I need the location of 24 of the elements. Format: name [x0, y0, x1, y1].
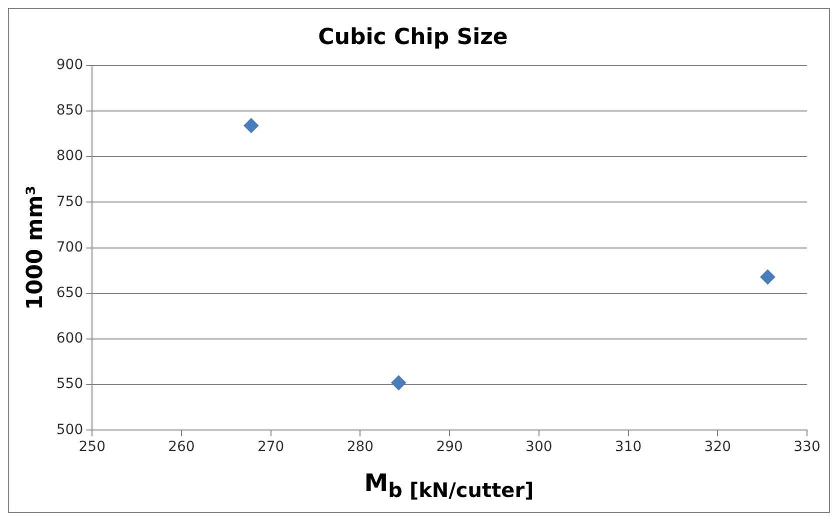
y-tick-label: 800	[56, 148, 84, 164]
x-tick-label: 300	[526, 439, 552, 456]
point	[244, 118, 259, 134]
x-tick-label: 250	[78, 439, 106, 456]
x-tick-label: 310	[614, 439, 642, 456]
y-tick-label: 750	[56, 194, 84, 210]
x-tick-label: 280	[346, 439, 374, 456]
x-tick-label: 290	[436, 439, 463, 456]
y-axis-title: 1000 mm³	[22, 186, 48, 310]
y-tick-label: 700	[56, 239, 84, 256]
y-tick-label: 650	[56, 285, 84, 302]
y-tick-label: 850	[56, 102, 84, 119]
x-tick-label: 260	[168, 439, 195, 456]
x-axis-title: M$_{b [kN/cutter]}$	[363, 469, 535, 504]
x-tick-label: 270	[257, 439, 284, 456]
y-tick-label: 600	[56, 330, 84, 347]
x-tick-label: 330	[794, 439, 820, 456]
y-tick-label: 500	[56, 422, 84, 438]
point	[391, 375, 406, 390]
chart-title: Cubic Chip Size	[318, 24, 508, 50]
y-tick-label: 550	[56, 376, 84, 392]
y-tick-label: 900	[56, 57, 84, 74]
x-tick-label: 320	[704, 439, 732, 456]
point	[760, 269, 776, 284]
